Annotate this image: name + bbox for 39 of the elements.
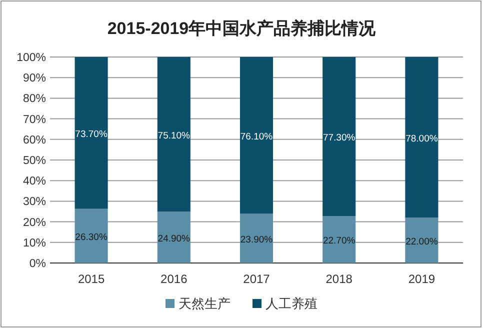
data-label: 75.10% [158, 130, 191, 142]
data-label: 22.70% [322, 236, 356, 247]
x-tick-label: 2016 [160, 272, 188, 286]
data-label: 22.00% [406, 236, 438, 248]
x-tick-label: 2017 [243, 272, 270, 286]
bar [74, 57, 108, 209]
y-tick-label: 40% [22, 176, 46, 188]
y-tick-label: 60% [22, 134, 46, 146]
bar [322, 57, 356, 216]
data-label: 24.90% [158, 233, 191, 244]
x-tick-label: 2018 [326, 272, 353, 286]
y-tick-label: 80% [22, 93, 46, 106]
data-label: 73.70% [75, 128, 108, 140]
y-tick-label: 90% [22, 72, 46, 85]
data-label: 23.90% [240, 234, 274, 246]
bar [74, 208, 108, 263]
legend-label: 人工养殖 [266, 296, 318, 311]
bar [240, 214, 274, 263]
data-label: 78.00% [406, 133, 438, 144]
y-tick-label: 70% [22, 114, 46, 126]
data-label: 77.30% [322, 132, 356, 144]
y-tick-label: 10% [22, 237, 46, 250]
x-tick-label: 2015 [78, 272, 105, 286]
bar [157, 57, 190, 212]
data-label: 76.10% [240, 131, 274, 142]
x-tick-label: 2019 [408, 272, 436, 286]
bar [405, 218, 438, 263]
y-tick-label: 20% [22, 216, 46, 229]
bar [240, 57, 274, 214]
bar [322, 216, 356, 263]
legend-label: 天然生产 [178, 296, 230, 311]
data-label: 26.30% [75, 232, 108, 243]
chart-title: 2015-2019年中国水产品养捕比情况 [107, 19, 377, 38]
bar [157, 212, 190, 263]
bar [405, 57, 438, 218]
y-tick-label: 100% [16, 52, 46, 64]
y-tick-label: 30% [22, 196, 46, 208]
y-tick-label: 50% [22, 155, 46, 167]
y-tick-label: 0% [29, 258, 46, 270]
